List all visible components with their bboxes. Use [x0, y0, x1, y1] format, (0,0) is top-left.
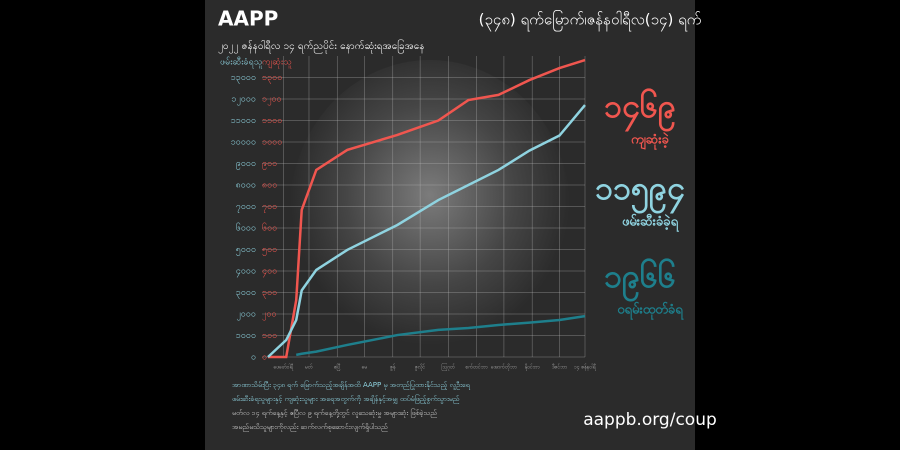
y-tick-label: ၆၀၀၀ [236, 223, 256, 234]
y2-tick-label: ၁၀၀ [262, 331, 277, 341]
x-tick-label: အောက်တိုဘာ [491, 365, 517, 371]
x-tick-label: ၁၄ ဇန်နဝါရီ [574, 365, 597, 371]
y-tick-label: ၁၂၀၀၀ [231, 95, 256, 106]
y-tick-label: ၅၀၀၀ [236, 245, 256, 256]
x-tick-label: ဩဂုတ် [441, 364, 456, 371]
chart-title: (၃၄၈) ရက်မြောက်၊ဇန်နဝါရီလ(၁၄) ရက် [479, 10, 702, 32]
y2-tick-label: ၆၀၀ [262, 223, 277, 234]
y2-tick-label: ၈၀၀ [262, 181, 277, 191]
y2-tick-label: ၂၀၀ [262, 310, 277, 321]
y2-tick-label: ၉၀၀ [262, 159, 277, 170]
background-photo [290, 60, 570, 360]
y2-tick-label: ၄၀၀ [262, 267, 277, 278]
y-tick-label: ၄၀၀၀ [236, 267, 256, 278]
summary-caption: ဝရမ်းထုတ်ခံရ [617, 301, 684, 321]
y2-tick-label: ၃၀၀ [262, 288, 277, 299]
y-tick-label: ၉၀၀၀ [236, 159, 256, 170]
y2-tick-label: ၁၂၀၀ [262, 95, 282, 106]
brand: AAPP [218, 7, 278, 31]
y2-tick-label: ၇၀၀ [262, 202, 277, 213]
data-line [267, 104, 586, 358]
y-tick-label: ၀ [251, 353, 256, 363]
y2-tick-label: ၁၃၀၀ [262, 73, 282, 84]
x-tick-label: မတ် [305, 365, 314, 371]
y-axis-label: ဖမ်းဆီးခံရသူ [220, 57, 263, 69]
summary-number: ၁၁၅၉၄ [595, 169, 685, 214]
summary-caption: ကျဆုံးခဲ့ [631, 132, 670, 150]
y-tick-label: ၂၀၀၀ [236, 310, 256, 321]
footnote: အာဏာသိမ်းပြီး ၃၄၈ ရက် မြောက်သည့်အချိန်အထ… [232, 380, 471, 390]
y-tick-label: ၈၀၀၀ [236, 181, 256, 191]
summary-caption: ဖမ်းဆီးခံခဲ့ရ [622, 213, 680, 233]
x-tick-label: ဇူလိုင် [415, 365, 426, 371]
x-tick-label: မေ [362, 365, 369, 371]
data-line [295, 314, 586, 357]
x-tick-label: ဒီဇင်ဘာ [551, 365, 567, 371]
summary-number: ၁၄၆၉ [604, 87, 676, 132]
x-tick-label: ဖေဖော်ဝါရီ [274, 365, 295, 371]
y-tick-label: ၃၀၀၀ [236, 288, 256, 299]
x-tick-label: နိုဝင်ဘာ [524, 365, 540, 371]
y-tick-label: ၁၃၀၀၀ [231, 73, 256, 84]
url: aappb.org/coup [583, 410, 717, 430]
y2-tick-label: ၀ [262, 353, 267, 363]
x-tick-label: ဇွန် [390, 365, 396, 371]
y2-tick-label: ၁၁၀၀ [262, 116, 282, 126]
data-line [268, 58, 586, 359]
x-tick-label: စက်တင်ဘာ [465, 365, 487, 371]
footnote: ဖမ်းဆီးခံရသူများနှင့် ကျဆုံးသူများ အရေအတ… [232, 394, 460, 404]
y-tick-label: ၁၀၀၀၀ [231, 138, 256, 148]
y-tick-label: ၁၀၀၀ [236, 331, 256, 341]
summary-number: ၁၉၆၆ [604, 257, 676, 302]
y-tick-label: ၁၁၀၀၀ [231, 116, 256, 126]
y2-tick-label: ၁၀၀၀ [262, 138, 282, 148]
footnote: မတ်လ ၁၄ ရက်နေ့နှင့် ဧပြီလ ၉ ရက်နေ့တို့တွ… [232, 408, 438, 418]
x-tick-label: ဧပြီ [334, 364, 341, 371]
y-tick-label: ၇၀၀၀ [236, 202, 256, 213]
y2-axis-label: ကျဆုံးသူ [262, 58, 292, 69]
y2-tick-label: ၅၀၀ [262, 245, 277, 256]
subtitle: ၂၀၂၂ ဇန်နဝါရီလ ၁၄ ရက်ညပိုင်း နောက်ဆုံးရအ… [218, 38, 424, 54]
footnote: အမည်မသိသူများကိုလည်း ဆက်လက်စုဆောင်းလျက်ရ… [232, 423, 388, 432]
